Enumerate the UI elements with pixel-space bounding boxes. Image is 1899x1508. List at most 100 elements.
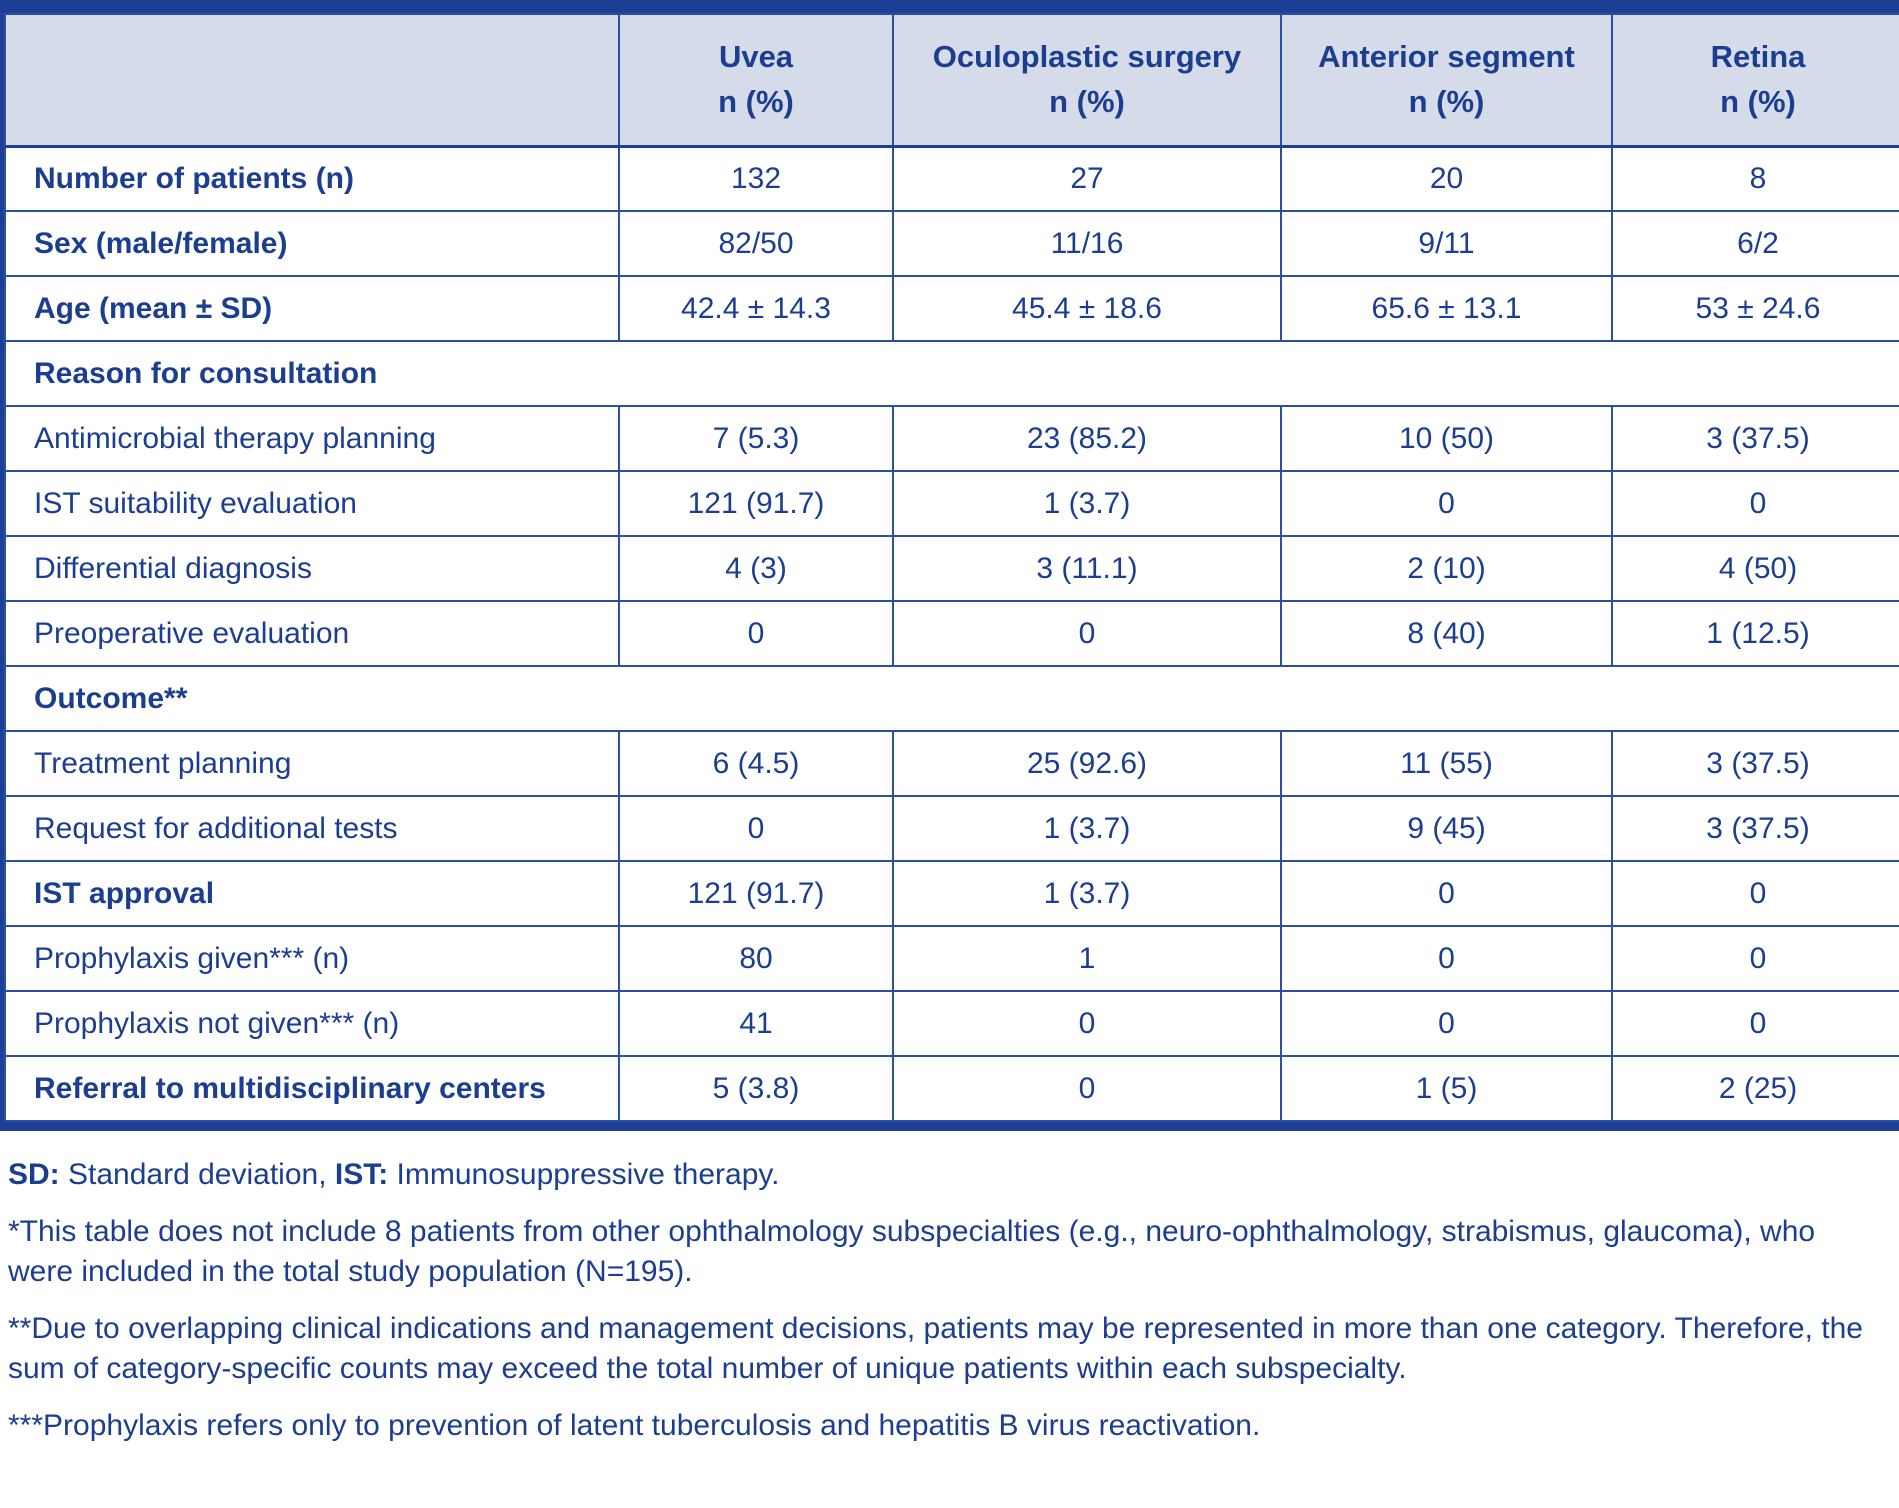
row-label: IST approval: [4, 860, 620, 927]
cell-value: 1 (5): [1280, 1055, 1613, 1122]
cell-value: 53 ± 24.6: [1611, 275, 1899, 342]
table-row: Differential diagnosis 4 (3) 3 (11.1) 2 (10…: [4, 535, 1899, 602]
cell-value: 9 (45): [1280, 795, 1613, 862]
cell-value: 0: [618, 600, 894, 667]
table-row: Referral to multidisciplinary centers 5 (…: [4, 1055, 1899, 1122]
cell-value: 2 (25): [1611, 1055, 1899, 1122]
table-row: Request for additional tests 0 1 (3.7) 9 (4…: [4, 795, 1899, 862]
cell-value: 4 (3): [618, 535, 894, 602]
cell-value: 3 (37.5): [1611, 795, 1899, 862]
cell-value: 132: [618, 145, 894, 212]
table-row: Treatment planning 6 (4.5) 25 (92.6) 11 (55…: [4, 730, 1899, 797]
cell-value: 0: [1611, 990, 1899, 1057]
footnote-text: *This table does not include 8 patients …: [8, 1215, 1816, 1288]
row-label: Antimicrobial therapy planning: [4, 405, 620, 472]
table-row: Sex (male/female) 82/50 11/16 9/11 6/2: [4, 210, 1899, 277]
footnote: ***Prophylaxis refers only to prevention…: [8, 1406, 1885, 1446]
cell-value: 5 (3.8): [618, 1055, 894, 1122]
footnote: **Due to overlapping clinical indication…: [8, 1309, 1885, 1389]
footnote: *This table does not include 8 patients …: [8, 1212, 1885, 1292]
cell-value: 8 (40): [1280, 600, 1613, 667]
cell-value: 0: [892, 990, 1282, 1057]
row-label: Differential diagnosis: [4, 535, 620, 602]
cell-value: 4 (50): [1611, 535, 1899, 602]
row-label: Number of patients (n): [4, 145, 620, 212]
cell-value: 6/2: [1611, 210, 1899, 277]
cell-value: 65.6 ± 13.1: [1280, 275, 1613, 342]
cell-value: 0: [892, 600, 1282, 667]
cell-value: 80: [618, 925, 894, 992]
table-row: Antimicrobial therapy planning 7 (5.3) 23 …: [4, 405, 1899, 472]
table-row: Prophylaxis not given*** (n) 41 0 0 0: [4, 990, 1899, 1057]
corner-header-cell: [4, 13, 620, 148]
cell-value: 41: [618, 990, 894, 1057]
table-row: Preoperative evaluation 0 0 8 (40) 1 (12.5): [4, 600, 1899, 667]
row-label: Age (mean ± SD): [4, 275, 620, 342]
row-label: Referral to multidisciplinary centers: [4, 1055, 620, 1122]
cell-value: 7 (5.3): [618, 405, 894, 472]
row-label: Request for additional tests: [4, 795, 620, 862]
cell-value: 45.4 ± 18.6: [892, 275, 1282, 342]
table-row: Number of patients (n) 132 27 20 8: [4, 145, 1899, 212]
cell-value: 6 (4.5): [618, 730, 894, 797]
table-body: Number of patients (n) 132 27 20 8 Sex (male/…: [4, 145, 1899, 1122]
cell-value: 11/16: [892, 210, 1282, 277]
cell-value: 1 (12.5): [1611, 600, 1899, 667]
column-header-oculoplastic-surgery: Oculoplastic surgery n (%): [892, 13, 1282, 148]
cell-value: 121 (91.7): [618, 470, 894, 537]
cell-value: 20: [1280, 145, 1613, 212]
cell-value: 2 (10): [1280, 535, 1613, 602]
cell-value: 3 (37.5): [1611, 730, 1899, 797]
footnote-text: Standard deviation,: [59, 1158, 335, 1191]
cell-value: 42.4 ± 14.3: [618, 275, 894, 342]
cell-value: 121 (91.7): [618, 860, 894, 927]
cell-value: 25 (92.6): [892, 730, 1282, 797]
cell-value: 3 (11.1): [892, 535, 1282, 602]
cell-value: 3 (37.5): [1611, 405, 1899, 472]
clinical-table-frame: Uvea n (%) Oculoplastic surgery n (%) Anteri…: [0, 0, 1899, 1131]
row-label: Sex (male/female): [4, 210, 620, 277]
cell-value: 0: [1280, 860, 1613, 927]
cell-value: 27: [892, 145, 1282, 212]
table-row: IST approval 121 (91.7) 1 (3.7) 0 0: [4, 860, 1899, 927]
table-row: Age (mean ± SD) 42.4 ± 14.3 45.4 ± 18.6 65.…: [4, 275, 1899, 342]
cell-value: 0: [1280, 990, 1613, 1057]
cell-value: 1 (3.7): [892, 795, 1282, 862]
cell-value: 0: [1280, 925, 1613, 992]
column-header-anterior-segment: Anterior segment n (%): [1280, 13, 1613, 148]
cell-value: 9/11: [1280, 210, 1613, 277]
cell-value: 10 (50): [1280, 405, 1613, 472]
row-label: Prophylaxis given*** (n): [4, 925, 620, 992]
cell-value: 0: [1611, 470, 1899, 537]
footnote: SD: Standard deviation, IST: Immunosuppr…: [8, 1155, 1885, 1195]
cell-value: 1: [892, 925, 1282, 992]
cell-value: 0: [1611, 925, 1899, 992]
section-label: Outcome**: [4, 665, 1899, 732]
section-row: Outcome**: [4, 665, 1899, 732]
column-header-uvea: Uvea n (%): [618, 13, 894, 148]
footnotes: SD: Standard deviation, IST: Immunosuppr…: [0, 1131, 1899, 1446]
cell-value: 1 (3.7): [892, 860, 1282, 927]
footnote-text: ***Prophylaxis refers only to prevention…: [8, 1409, 1261, 1442]
cell-value: 0: [892, 1055, 1282, 1122]
cell-value: 1 (3.7): [892, 470, 1282, 537]
table-row: IST suitability evaluation 121 (91.7) 1 (3…: [4, 470, 1899, 537]
row-label: Preoperative evaluation: [4, 600, 620, 667]
header-row: Uvea n (%) Oculoplastic surgery n (%) Anteri…: [4, 13, 1899, 148]
cell-value: 82/50: [618, 210, 894, 277]
column-header-retina: Retina n (%): [1611, 13, 1899, 148]
footnote-abbreviation: IST:: [334, 1158, 389, 1191]
table-row: Prophylaxis given*** (n) 80 1 0 0: [4, 925, 1899, 992]
cell-value: 0: [1280, 470, 1613, 537]
section-row: Reason for consultation: [4, 340, 1899, 407]
cell-value: 11 (55): [1280, 730, 1613, 797]
subspecialty-consultation-table: Uvea n (%) Oculoplastic surgery n (%) Anteri…: [4, 13, 1899, 1122]
section-label: Reason for consultation: [4, 340, 1899, 407]
footnote-abbreviation: SD:: [8, 1158, 60, 1191]
cell-value: 0: [1611, 860, 1899, 927]
cell-value: 8: [1611, 145, 1899, 212]
row-label: Treatment planning: [4, 730, 620, 797]
row-label: IST suitability evaluation: [4, 470, 620, 537]
row-label: Prophylaxis not given*** (n): [4, 990, 620, 1057]
footnote-text: Immunosuppressive therapy.: [388, 1158, 780, 1191]
